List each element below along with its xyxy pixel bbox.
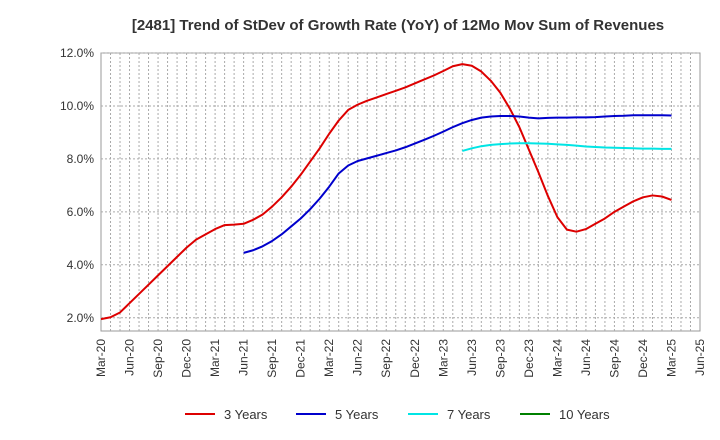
- x-tick-label: Jun-23: [465, 339, 479, 376]
- x-tick-label: Jun-24: [579, 339, 593, 376]
- x-tick-label: Mar-24: [550, 339, 564, 377]
- x-tick-label: Mar-23: [436, 339, 450, 377]
- series-layer: [100, 63, 672, 321]
- y-axis: 2.0% 4.0% 6.0% 8.0% 10.0% 12.0%: [60, 46, 94, 325]
- x-tick-label: Sep-24: [607, 339, 621, 378]
- legend-label: 7 Years: [447, 407, 491, 422]
- legend-label: 5 Years: [335, 407, 379, 422]
- x-tick-label: Dec-21: [294, 339, 308, 378]
- x-tick-label: Mar-25: [664, 339, 678, 377]
- y-tick-label: 2.0%: [67, 311, 95, 325]
- chart-title: [2481] Trend of StDev of Growth Rate (Yo…: [132, 17, 664, 34]
- x-axis: Mar-20 Jun-20 Sep-20 Dec-20 Mar-21 Jun-21 Sep-…: [94, 339, 707, 378]
- x-tick-label: Mar-21: [208, 339, 222, 377]
- y-tick-label: 4.0%: [67, 258, 95, 272]
- series-line-5-years: [243, 114, 672, 254]
- y-tick-label: 10.0%: [60, 99, 94, 113]
- x-tick-label: Mar-20: [94, 339, 108, 377]
- x-tick-label: Jun-25: [693, 339, 707, 376]
- y-tick-label: 8.0%: [67, 152, 95, 166]
- x-tick-label: Sep-23: [493, 339, 507, 378]
- series-line-3-years: [100, 63, 672, 321]
- x-tick-label: Sep-21: [265, 339, 279, 378]
- y-tick-label: 6.0%: [67, 205, 95, 219]
- x-tick-label: Sep-22: [379, 339, 393, 378]
- series-line-7-years: [462, 142, 672, 152]
- x-tick-label: Dec-22: [408, 339, 422, 378]
- x-tick-label: Mar-22: [322, 339, 336, 377]
- y-tick-label: 12.0%: [60, 46, 94, 60]
- x-tick-label: Jun-21: [237, 339, 251, 376]
- legend-label: 10 Years: [559, 407, 610, 422]
- x-tick-label: Dec-23: [522, 339, 536, 378]
- x-tick-label: Dec-24: [636, 339, 650, 378]
- legend-label: 3 Years: [224, 407, 268, 422]
- x-tick-label: Jun-20: [123, 339, 137, 376]
- plot-area: [100, 52, 701, 332]
- x-tick-label: Jun-22: [351, 339, 365, 376]
- legend: 3 Years 5 Years 7 Years 10 Years: [185, 407, 610, 422]
- x-tick-label: Sep-20: [151, 339, 165, 378]
- x-tick-label: Dec-20: [180, 339, 194, 378]
